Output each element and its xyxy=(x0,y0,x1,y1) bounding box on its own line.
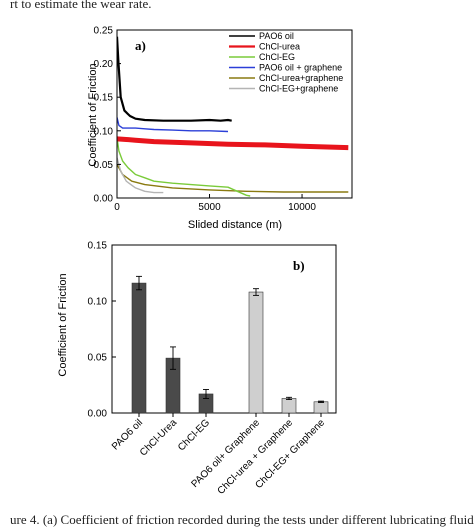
series-line-pao6-oil-graphene xyxy=(117,117,229,133)
y-tick-label: 0.15 xyxy=(94,93,114,104)
legend-label: ChCl-urea xyxy=(259,42,300,52)
series-line-chcl-urea xyxy=(117,136,349,151)
caption-top: rt to estimate the wear rate. xyxy=(10,0,152,11)
panel-a-line-chart: Coefficient of Friction Slided distance … xyxy=(87,26,353,231)
y-tick-label: 0.10 xyxy=(88,297,108,308)
panel-a-series-group xyxy=(117,36,349,197)
series-line-chcl-urea-graphene xyxy=(117,164,349,193)
panel-b-label: b) xyxy=(293,258,305,273)
x-tick-label: ChCl-EG xyxy=(176,417,212,453)
bar xyxy=(248,291,264,414)
x-tick-label: PAO6 oil xyxy=(110,417,145,452)
y-tick-label: 0.20 xyxy=(94,59,114,70)
y-tick-label: 0.10 xyxy=(94,126,114,137)
legend-label: ChCl-EG xyxy=(259,52,295,62)
panel-a-x-axis-title: Slided distance (m) xyxy=(188,219,282,231)
bar xyxy=(131,282,147,414)
x-tick-label: 0 xyxy=(114,202,120,213)
legend-label: ChCl-EG+graphene xyxy=(259,84,338,94)
legend-label: PAO6 oil xyxy=(259,31,294,41)
x-tick-label: 5000 xyxy=(198,202,221,213)
bar xyxy=(281,398,297,414)
y-tick-label: 0.15 xyxy=(88,241,108,252)
y-tick-label: 0.05 xyxy=(94,160,114,171)
panel-b-y-axis-title: Coefficient of Friction xyxy=(57,273,69,376)
y-tick-label: 0.00 xyxy=(88,409,108,420)
panel-b-bar-chart: Coefficient of Friction b) 0.00 0.05 0.10 0… xyxy=(57,241,337,497)
x-tick-label: ChCl-Urea xyxy=(138,417,179,458)
legend-label: ChCl-urea+graphene xyxy=(259,73,343,83)
series-line-chcl-eg xyxy=(117,137,251,197)
caption-bottom: ure 4. (a) Coefficient of friction recor… xyxy=(10,512,474,527)
panel-b-plot-frame xyxy=(111,244,337,414)
panel-a-label: a) xyxy=(135,38,146,53)
y-tick-label: 0.05 xyxy=(88,353,108,364)
y-tick-label: 0.00 xyxy=(94,194,114,205)
series-line-chcl-eg-graphene xyxy=(117,157,164,194)
panel-a-plot-frame xyxy=(116,29,353,199)
x-tick-label: 10000 xyxy=(288,202,316,213)
y-tick-label: 0.25 xyxy=(94,26,114,37)
legend-label: PAO6 oil + graphene xyxy=(259,63,342,73)
panel-a-y-axis-title: Coefficient of Friction xyxy=(87,63,99,166)
bar xyxy=(313,401,329,414)
